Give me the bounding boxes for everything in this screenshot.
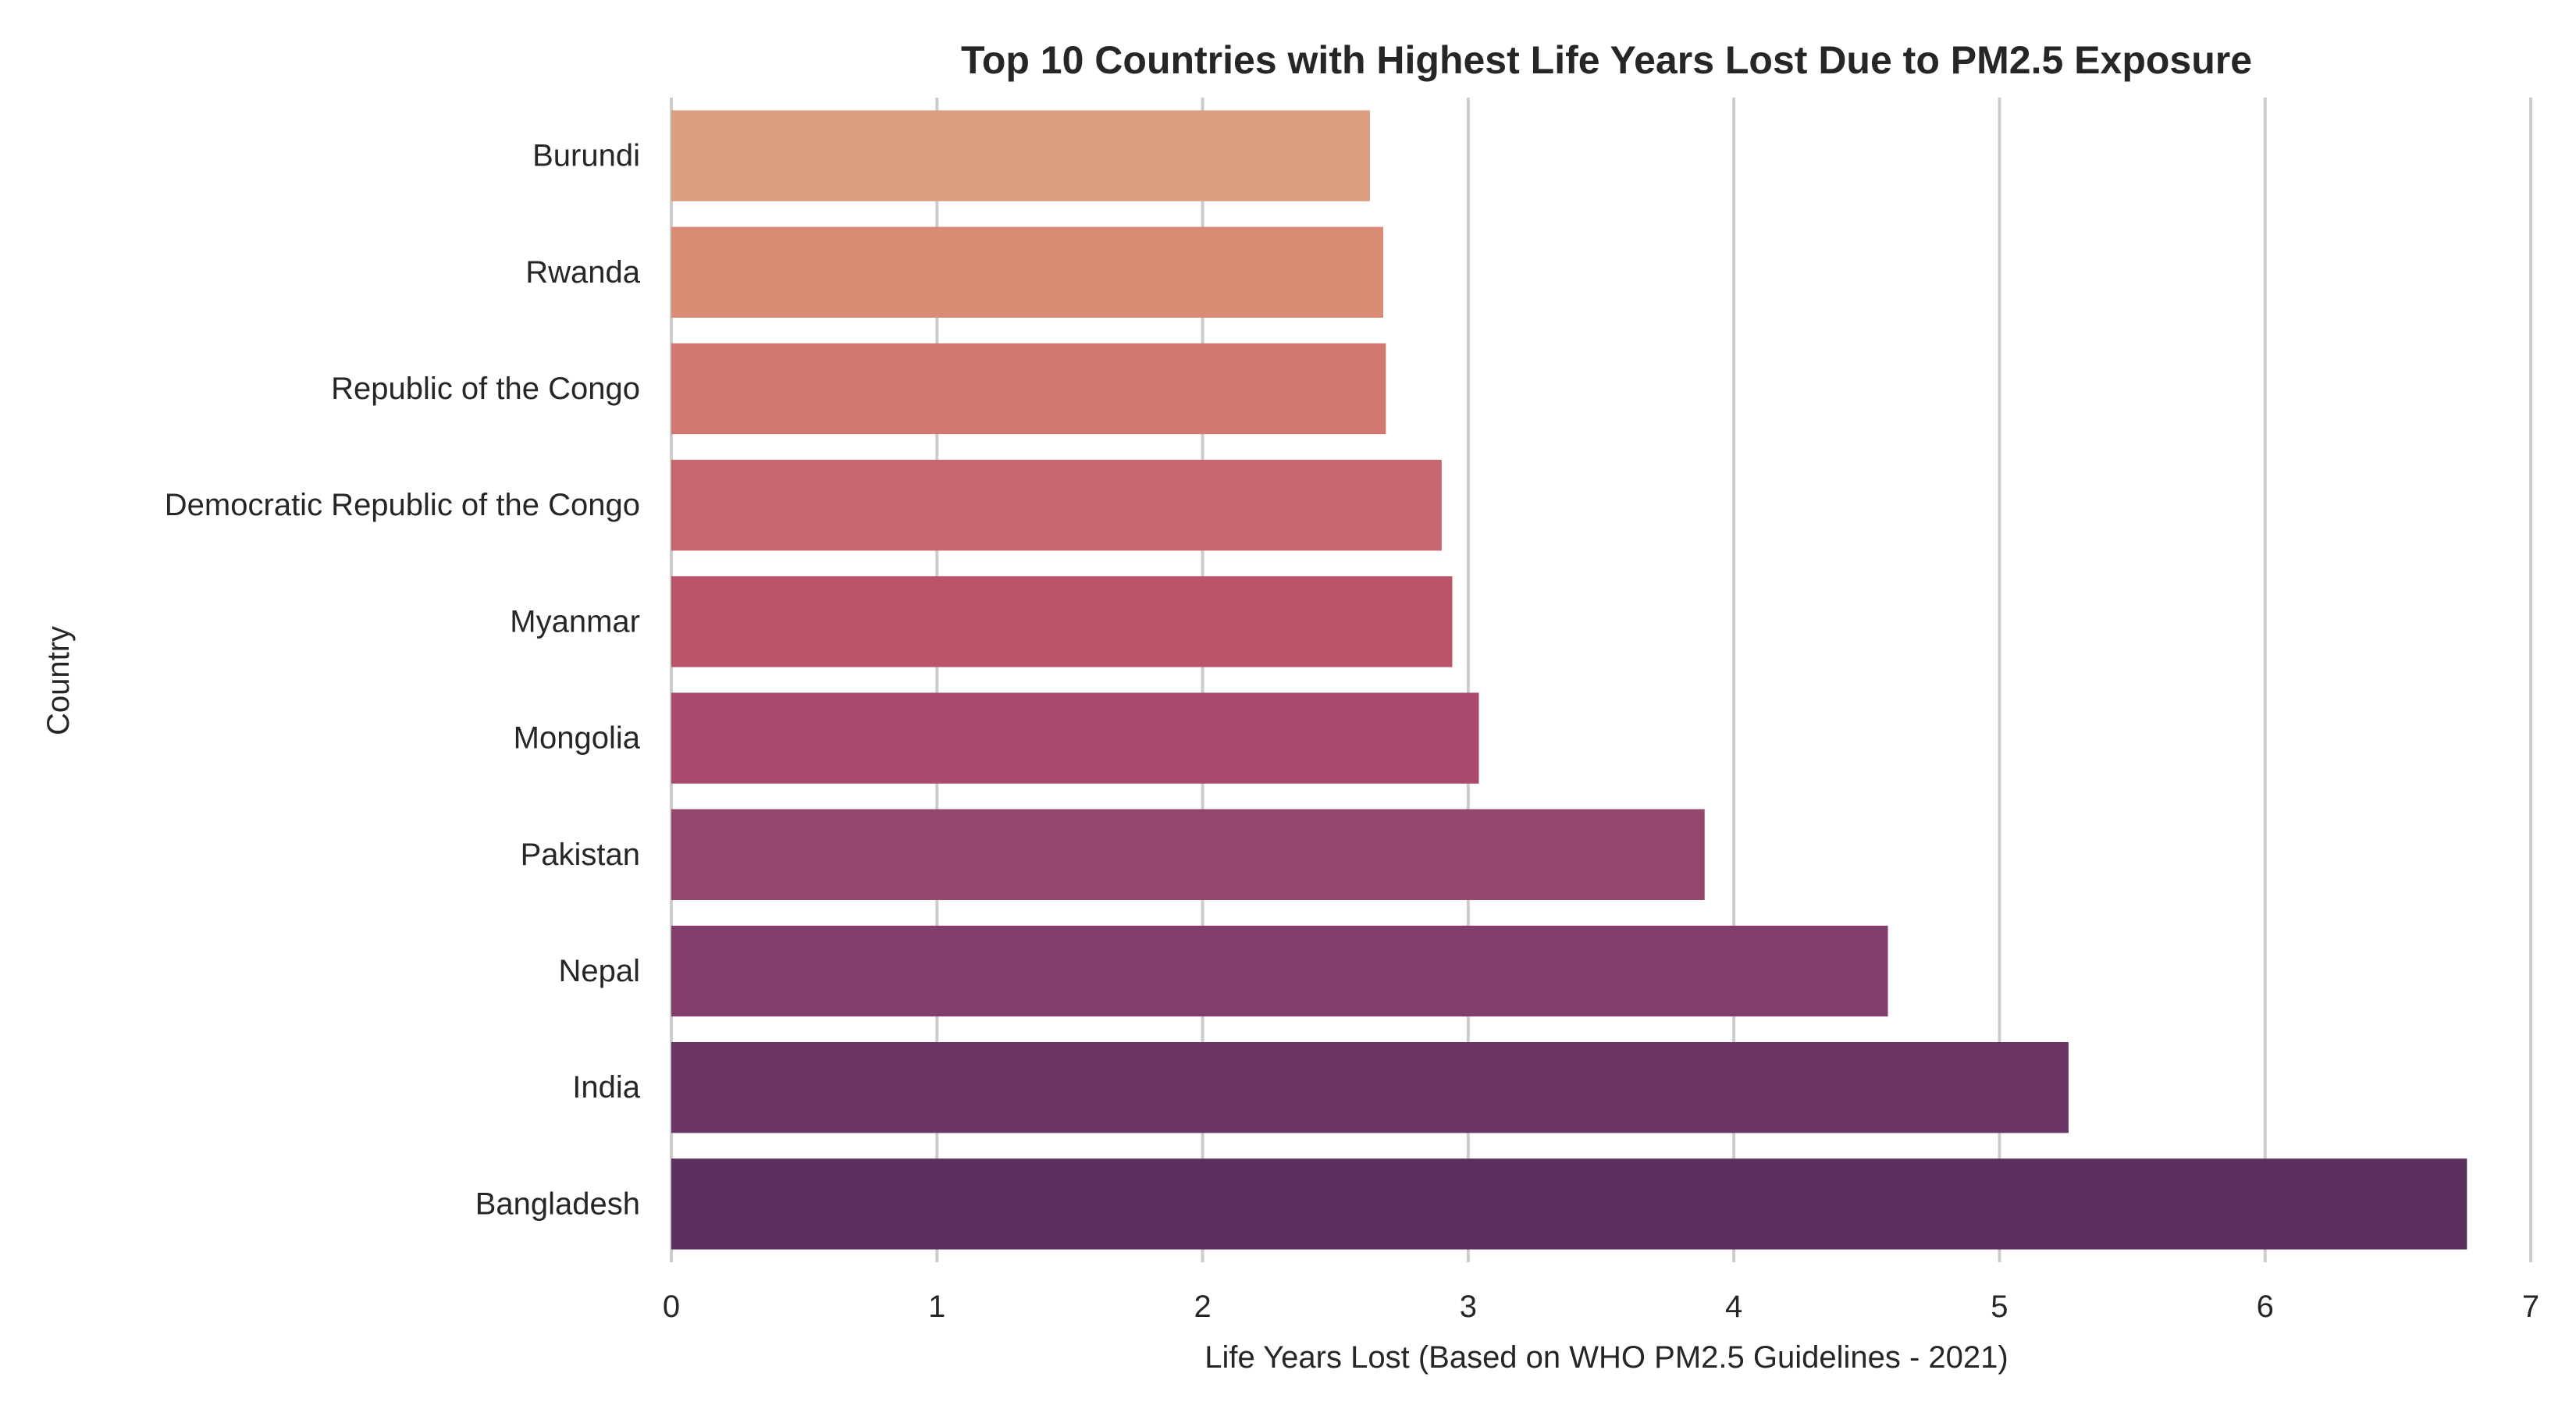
y-axis-label: Country xyxy=(41,626,76,735)
bar-nepal xyxy=(671,925,1888,1017)
y-tick-label: Mongolia xyxy=(514,721,641,756)
chart-title: Top 10 Countries with Highest Life Years… xyxy=(961,38,2252,82)
y-tick-label: Burundi xyxy=(532,139,640,173)
bars xyxy=(671,110,2467,1250)
x-tick-label: 6 xyxy=(2257,1290,2274,1324)
y-tick-label: India xyxy=(572,1070,640,1105)
y-tick-label: Rwanda xyxy=(525,255,641,290)
bar-bangladesh xyxy=(671,1158,2467,1250)
x-tick-label: 0 xyxy=(663,1290,680,1324)
y-tick-label: Pakistan xyxy=(521,838,640,872)
bar-mongolia xyxy=(671,692,1479,784)
bar-rwanda xyxy=(671,226,1383,318)
bar-india xyxy=(671,1042,2069,1133)
x-tick-labels: 0 1 2 3 4 5 6 7 xyxy=(663,1290,2539,1324)
x-tick-label: 1 xyxy=(928,1290,945,1324)
y-tick-label: Bangladesh xyxy=(475,1187,640,1221)
bar-burundi xyxy=(671,110,1370,201)
bar-republic-of-the-congo xyxy=(671,343,1386,435)
y-tick-label: Republic of the Congo xyxy=(331,372,640,406)
y-tick-label: Myanmar xyxy=(510,604,640,639)
bar-democratic-republic-of-the-congo xyxy=(671,460,1442,551)
bar-pakistan xyxy=(671,809,1705,900)
x-tick-label: 3 xyxy=(1460,1290,1477,1324)
bar-myanmar xyxy=(671,576,1453,667)
y-tick-label: Nepal xyxy=(558,954,640,988)
x-tick-label: 7 xyxy=(2522,1290,2539,1324)
y-tick-labels: Burundi Rwanda Republic of the Congo Democr… xyxy=(165,139,641,1222)
x-axis-label: Life Years Lost (Based on WHO PM2.5 Guid… xyxy=(1204,1340,2008,1375)
y-tick-label: Democratic Republic of the Congo xyxy=(165,488,640,522)
x-tick-label: 4 xyxy=(1725,1290,1742,1324)
x-tick-label: 5 xyxy=(1991,1290,2008,1324)
x-tick-label: 2 xyxy=(1194,1290,1211,1324)
